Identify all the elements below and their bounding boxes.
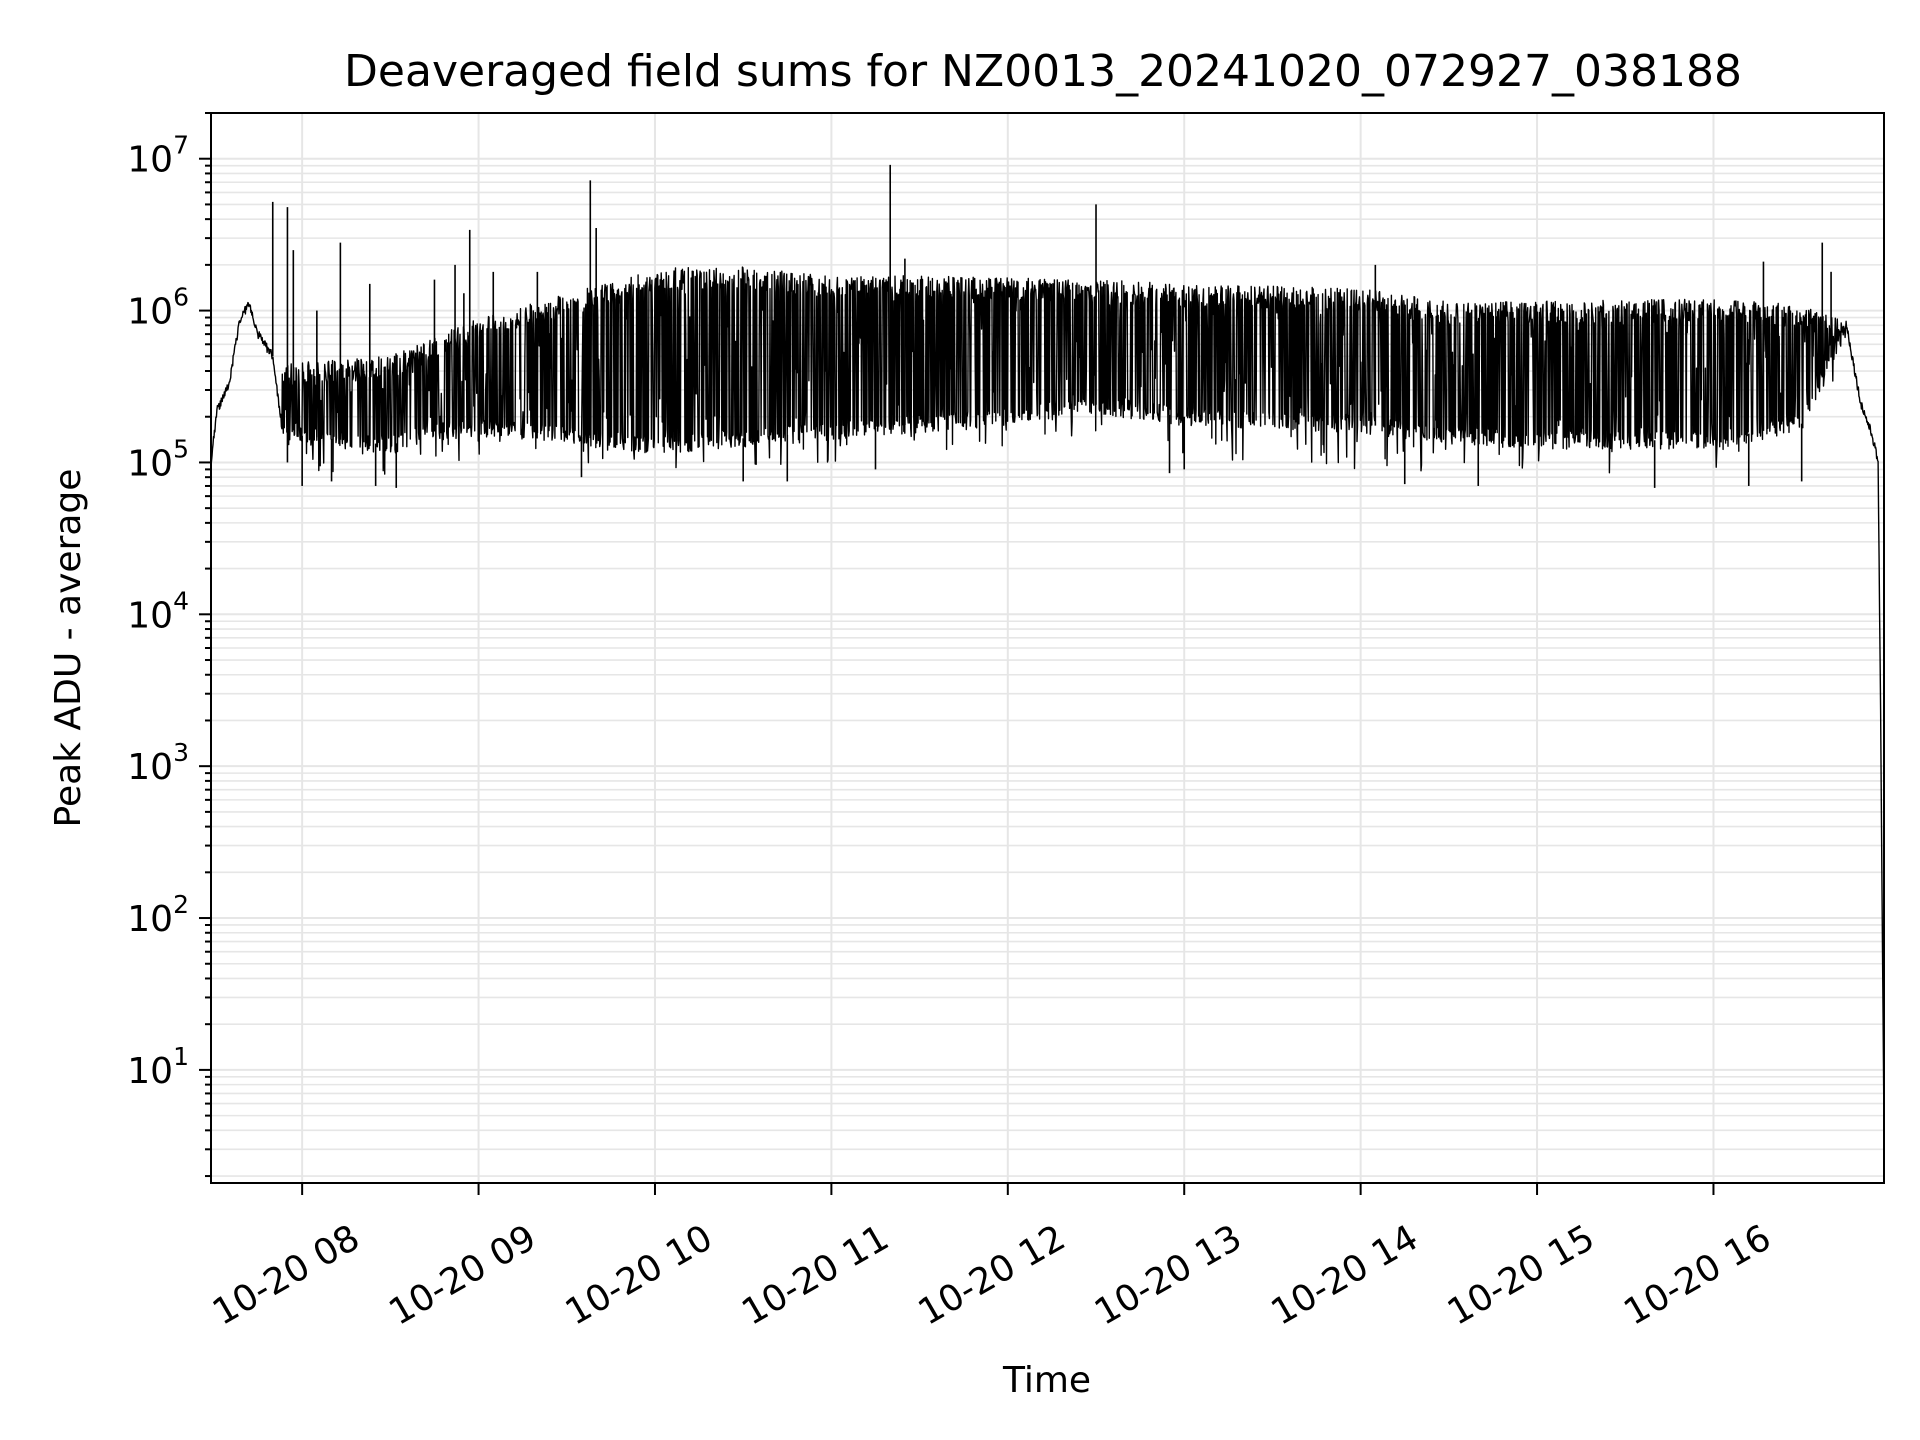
x-axis-title: Time: [1002, 1360, 1091, 1401]
y-tick-label: 101: [127, 1042, 189, 1092]
chart-title: Deaveraged field sums for NZ0013_2024102…: [344, 46, 1742, 97]
series-line: [210, 266, 1885, 1134]
y-axis-title: Peak ADU - average: [48, 469, 89, 828]
y-tick-label: 102: [127, 890, 189, 940]
y-tick-label: 106: [127, 283, 189, 333]
y-tick-label: 107: [127, 131, 189, 181]
data-series: [210, 164, 1885, 1134]
y-tick-label: 103: [127, 738, 189, 788]
y-tick-label: 105: [127, 434, 189, 484]
y-tick-label: 104: [127, 586, 189, 636]
